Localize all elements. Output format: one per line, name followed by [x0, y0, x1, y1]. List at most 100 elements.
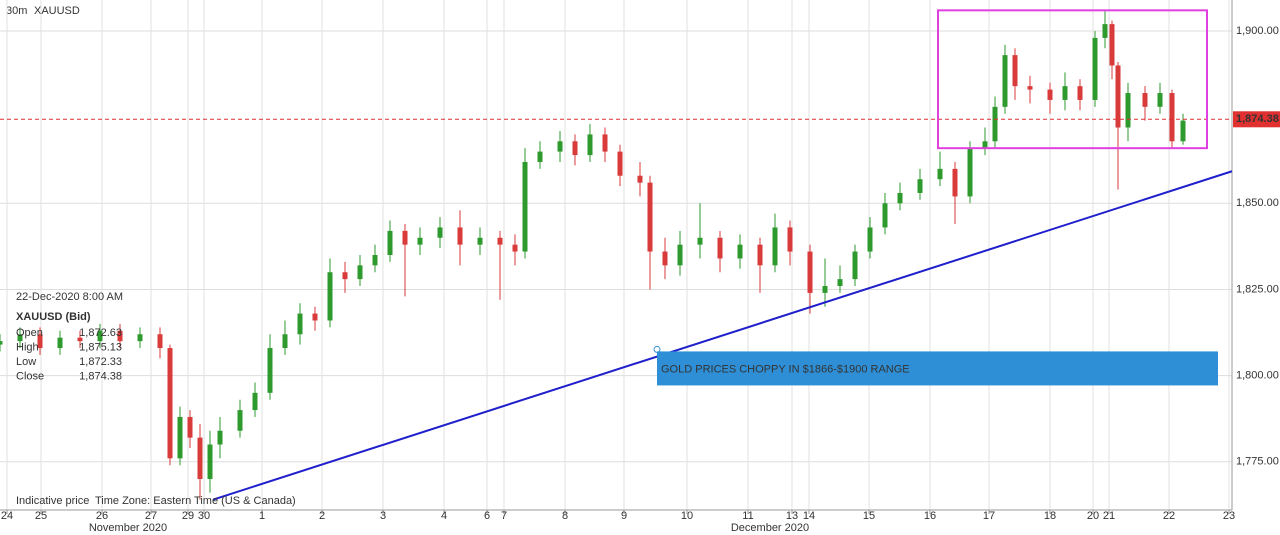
info-value: 1,872.33 — [79, 356, 122, 368]
candle-body — [662, 251, 668, 266]
candle-body — [177, 416, 183, 459]
candle-body — [1125, 93, 1131, 128]
info-value: 1,874.38 — [79, 370, 122, 382]
candle-body — [522, 161, 528, 252]
x-tick-label: 26 — [96, 510, 108, 522]
x-tick-label: 14 — [803, 510, 815, 522]
candle-body — [267, 348, 273, 393]
candle-body — [647, 182, 653, 252]
range-box — [937, 9, 1208, 150]
x-tick-label: 17 — [983, 510, 995, 522]
last-price-tag — [1233, 111, 1280, 128]
x-tick-label: 7 — [501, 510, 507, 522]
x-tick-label: 22 — [1163, 510, 1175, 522]
candle-body — [617, 151, 623, 176]
candle-body — [342, 272, 348, 280]
x-tick-label: 1 — [259, 510, 265, 522]
candle-body — [697, 237, 703, 245]
footer-note: Indicative price — [16, 495, 89, 507]
info-symbol: XAUUSD (Bid) — [16, 311, 91, 323]
candle-body — [167, 348, 173, 459]
candle-body — [402, 230, 408, 245]
candle-body — [1002, 55, 1008, 107]
candle-body — [477, 237, 483, 245]
candle-body — [252, 392, 258, 411]
x-tick-label: 11 — [742, 510, 753, 522]
candle-body — [77, 337, 83, 342]
x-tick-label: 16 — [924, 510, 936, 522]
candle-body — [297, 313, 303, 335]
candle-body — [992, 106, 998, 142]
candle-body — [457, 227, 463, 245]
candle-body — [787, 227, 793, 252]
candle-body — [1062, 86, 1068, 100]
candle-body — [97, 330, 103, 342]
candle-body — [217, 430, 223, 445]
candle-body — [197, 437, 203, 479]
candle-body — [1092, 37, 1098, 100]
y-tick-label: 1,900.00 — [1236, 25, 1279, 37]
candle-body — [882, 203, 888, 228]
candle-body — [967, 148, 973, 197]
candle-body — [327, 272, 333, 321]
x-tick-label: 25 — [35, 510, 47, 522]
candle-body — [137, 334, 143, 342]
candle-body — [512, 244, 518, 252]
candle-body — [1109, 24, 1115, 66]
info-date: 22-Dec-2020 8:00 AM — [16, 291, 123, 303]
candle-body — [602, 134, 608, 152]
x-tick-label: 13 — [786, 510, 798, 522]
candle-body — [1157, 93, 1163, 107]
candle-body — [772, 227, 778, 266]
x-tick-label: 9 — [621, 510, 627, 522]
candle-body — [1169, 93, 1175, 142]
x-tick-label: 27 — [145, 510, 157, 522]
candle-body — [952, 168, 958, 197]
candle-body — [0, 341, 3, 345]
candle-body — [1047, 89, 1053, 100]
candle-body — [157, 334, 163, 349]
candle-body — [1012, 55, 1018, 87]
candle-body — [837, 279, 843, 287]
y-tick-label: 1,825.00 — [1236, 283, 1279, 295]
candle-body — [1077, 86, 1083, 100]
interval: 30m — [6, 5, 27, 17]
candle-body — [822, 286, 828, 293]
candle-body — [937, 168, 943, 180]
info-value: 1,875.13 — [79, 341, 122, 353]
candle-body — [57, 337, 63, 349]
candle-body — [207, 444, 213, 479]
last-price-label: 1,874.38 — [1236, 113, 1279, 125]
candle-body — [117, 330, 123, 342]
candle-body — [897, 192, 903, 204]
x-tick-label: 8 — [562, 510, 568, 522]
candle-body — [1027, 86, 1033, 90]
candle-body — [637, 175, 643, 183]
candle-body — [1142, 93, 1148, 107]
month-label: December 2020 — [731, 522, 809, 534]
candle-body — [37, 334, 43, 349]
candle-body — [717, 237, 723, 259]
annotation-box — [657, 351, 1218, 386]
candle-body — [587, 134, 593, 156]
x-tick-label: 30 — [198, 510, 210, 522]
candle-body — [1102, 24, 1108, 38]
y-tick-label: 1,775.00 — [1236, 456, 1279, 468]
candle-body — [867, 227, 873, 252]
symbol: XAUUSD — [34, 5, 80, 17]
candle-body — [387, 230, 393, 255]
candle-body — [677, 244, 683, 266]
candle-body — [1115, 65, 1121, 128]
y-tick-label: 1,800.00 — [1236, 370, 1279, 382]
x-tick-label: 3 — [380, 510, 386, 522]
x-tick-label: 2 — [319, 510, 325, 522]
candle-body — [982, 141, 988, 149]
candle-body — [237, 410, 243, 431]
candle-body — [557, 141, 563, 152]
candle-body — [917, 179, 923, 193]
candle-body — [187, 416, 193, 438]
info-key: High — [16, 341, 39, 353]
candle-body — [312, 313, 318, 321]
x-tick-label: 20 — [1087, 510, 1099, 522]
